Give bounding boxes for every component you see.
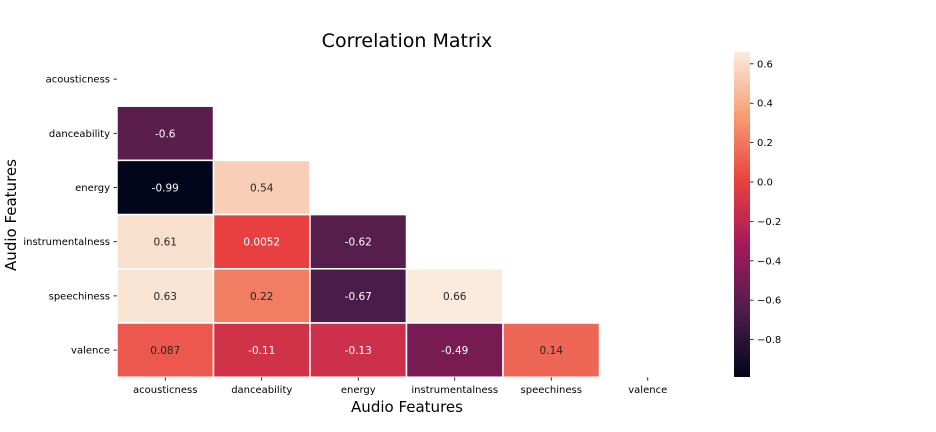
- cell-value-label: 0.54: [250, 183, 274, 195]
- cell-value-label: -0.62: [345, 237, 372, 249]
- cell-value-label: 0.61: [154, 237, 177, 249]
- heatmap-cell: [309, 213, 408, 270]
- heatmap-cell-labels: -0.6 -0.99 0.54 0.61 0.0052 -0.62 0.63 0.22 -0.6…: [150, 128, 563, 357]
- colorbar-tick-label: −0.2: [757, 217, 781, 228]
- colorbar-tick-label: −0.8: [757, 335, 781, 346]
- x-tick-label: instrumentalness: [411, 385, 498, 396]
- heatmap-cell: [212, 322, 311, 378]
- colorbar-tick-label: −0.4: [757, 256, 781, 267]
- x-axis-ticks: acousticness danceability energy instrument…: [133, 377, 667, 396]
- y-tick-label: instrumentalness: [23, 237, 110, 248]
- x-tick-label: energy: [341, 385, 376, 396]
- y-tick-label: acousticness: [46, 75, 110, 86]
- heatmap-cell: [212, 268, 311, 324]
- x-tick-label: acousticness: [133, 385, 197, 396]
- heatmap-cell: [212, 159, 311, 216]
- colorbar: 0.6 0.4 0.2 0.0 −0.2 −0.4 −0.6 −0.8: [734, 52, 781, 377]
- colorbar-tick-label: 0.0: [757, 178, 773, 189]
- colorbar-tick-label: 0.2: [757, 138, 773, 149]
- y-tick-label: speechiness: [49, 291, 110, 302]
- x-tick-label: valence: [628, 385, 667, 396]
- colorbar-tick-label: −0.6: [757, 296, 781, 307]
- cell-value-label: 0.63: [154, 291, 177, 303]
- cell-value-label: -0.49: [441, 345, 468, 357]
- heatmap-cells: [116, 105, 601, 378]
- x-axis-label: Audio Features: [351, 398, 463, 416]
- x-tick-label: speechiness: [521, 385, 582, 396]
- chart-title: Correlation Matrix: [322, 30, 493, 52]
- y-axis-ticks: acousticness danceability energy instrument…: [23, 75, 117, 357]
- colorbar-ticks: 0.6 0.4 0.2 0.0 −0.2 −0.4 −0.6 −0.8: [750, 59, 781, 346]
- heatmap-cell: [116, 105, 215, 162]
- x-tick-label: danceability: [231, 385, 292, 396]
- y-tick-label: danceability: [49, 129, 110, 140]
- cell-value-label: 0.22: [250, 291, 273, 303]
- cell-value-label: 0.66: [443, 291, 467, 303]
- cell-value-label: -0.6: [155, 128, 176, 140]
- colorbar-tick-label: 0.4: [757, 99, 773, 110]
- cell-value-label: -0.13: [345, 345, 372, 357]
- colorbar-tick-label: 0.6: [757, 59, 773, 70]
- colorbar-gradient: [734, 52, 750, 377]
- heatmap-cell: [116, 159, 215, 216]
- cell-value-label: 0.0052: [243, 237, 280, 249]
- cell-value-label: -0.11: [248, 345, 275, 357]
- heatmap-cell: [405, 268, 504, 324]
- y-tick-label: valence: [71, 346, 110, 357]
- heatmap-cell: [405, 322, 504, 378]
- y-axis-label: Audio Features: [2, 159, 20, 271]
- cell-value-label: -0.67: [345, 291, 372, 303]
- cell-value-label: 0.087: [150, 345, 180, 357]
- y-tick-label: energy: [75, 183, 110, 194]
- cell-value-label: -0.99: [152, 183, 179, 195]
- cell-value-label: 0.14: [540, 345, 564, 357]
